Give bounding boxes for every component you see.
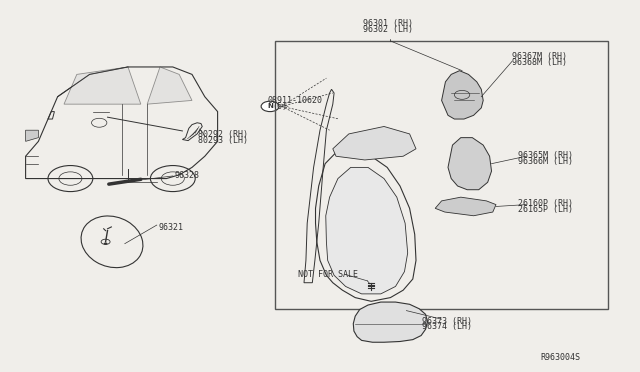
Text: 96321: 96321 bbox=[159, 223, 184, 232]
Polygon shape bbox=[435, 197, 496, 216]
Text: 96373 (RH): 96373 (RH) bbox=[422, 317, 472, 326]
Polygon shape bbox=[442, 71, 483, 119]
Text: 96365M (RH): 96365M (RH) bbox=[518, 151, 573, 160]
Text: N: N bbox=[267, 103, 273, 109]
Text: 96328: 96328 bbox=[174, 171, 199, 180]
Text: R963004S: R963004S bbox=[541, 353, 581, 362]
Text: 96366M (LH): 96366M (LH) bbox=[518, 157, 573, 166]
Text: (6): (6) bbox=[273, 102, 287, 111]
Polygon shape bbox=[147, 67, 192, 104]
Text: 08911-10620: 08911-10620 bbox=[268, 96, 323, 105]
Text: 80292 (RH): 80292 (RH) bbox=[198, 130, 248, 139]
Text: 26165P (LH): 26165P (LH) bbox=[518, 205, 573, 214]
Polygon shape bbox=[26, 130, 38, 141]
Polygon shape bbox=[353, 302, 428, 342]
Text: 96374 (LH): 96374 (LH) bbox=[422, 323, 472, 331]
Text: NOT FOR SALE: NOT FOR SALE bbox=[298, 270, 358, 279]
Text: 96368M (LH): 96368M (LH) bbox=[512, 58, 567, 67]
Text: 96367M (RH): 96367M (RH) bbox=[512, 52, 567, 61]
Polygon shape bbox=[333, 126, 416, 160]
Text: 80293 (LH): 80293 (LH) bbox=[198, 136, 248, 145]
Text: 26160P (RH): 26160P (RH) bbox=[518, 199, 573, 208]
Text: 96302 (LH): 96302 (LH) bbox=[363, 25, 413, 34]
Text: 96301 (RH): 96301 (RH) bbox=[363, 19, 413, 28]
Circle shape bbox=[261, 101, 279, 112]
Circle shape bbox=[104, 243, 108, 245]
Polygon shape bbox=[448, 138, 492, 190]
Polygon shape bbox=[64, 67, 141, 104]
Polygon shape bbox=[326, 167, 408, 294]
